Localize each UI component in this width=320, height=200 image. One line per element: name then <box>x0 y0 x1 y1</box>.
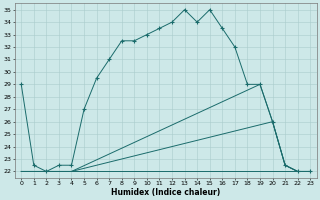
X-axis label: Humidex (Indice chaleur): Humidex (Indice chaleur) <box>111 188 220 197</box>
